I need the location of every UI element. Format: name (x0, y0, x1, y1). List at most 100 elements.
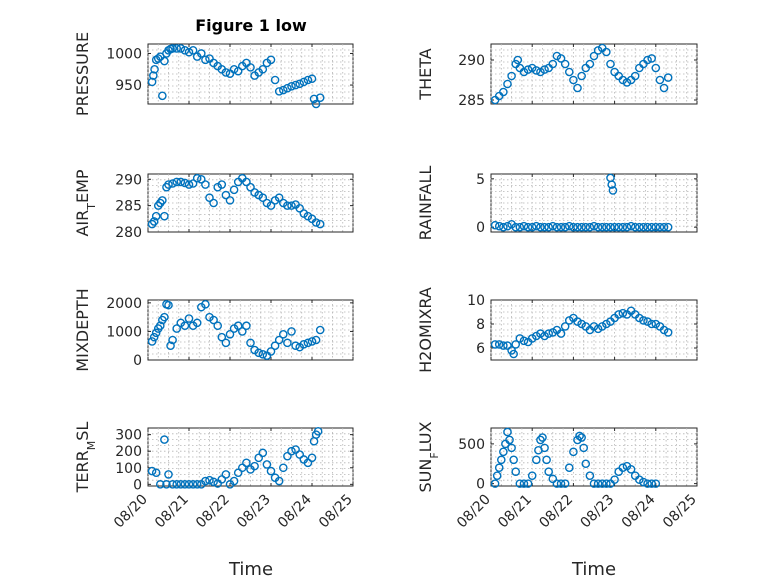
data-point (523, 65, 533, 74)
data-point (523, 222, 533, 232)
data-point (663, 328, 673, 337)
data-point (643, 222, 652, 232)
data-point (602, 479, 611, 488)
subplot-air-temp: 280 285 290 AIRTEMP (73, 169, 354, 241)
data-point (192, 173, 202, 183)
data-point (213, 321, 222, 331)
data-point (573, 222, 582, 232)
data-point (509, 349, 518, 359)
data-point (548, 221, 558, 231)
data-point (630, 222, 640, 232)
data-point (503, 221, 512, 231)
y-axis-label: PRESSURE (73, 32, 92, 116)
data-point (564, 463, 574, 473)
data-point (639, 316, 648, 325)
data-point (507, 443, 516, 453)
data-point (647, 222, 656, 232)
data-point (311, 335, 321, 345)
y-tick-label: 500 (458, 437, 485, 453)
data-point (233, 66, 243, 76)
y-tick-label: 1000 (106, 324, 142, 340)
data-point (655, 75, 665, 85)
data-point (258, 349, 268, 359)
data-point (287, 82, 296, 91)
data-point (151, 211, 161, 221)
data-point (494, 463, 504, 473)
data-point (643, 55, 652, 65)
data-point (577, 222, 586, 232)
data-point (158, 196, 167, 205)
data-point (303, 338, 313, 348)
data-point (307, 74, 317, 84)
data-point (172, 480, 181, 489)
data-point (569, 222, 578, 232)
data-point (188, 46, 198, 55)
data-point (149, 332, 159, 342)
data-point (581, 222, 591, 232)
data-point (618, 308, 628, 318)
data-point (659, 83, 669, 93)
data-point (168, 335, 177, 345)
data-point (597, 479, 607, 488)
data-point (618, 463, 628, 473)
data-point (499, 341, 508, 350)
data-point (607, 180, 617, 189)
data-point (270, 75, 280, 85)
data-point (542, 455, 551, 465)
data-point (162, 480, 171, 489)
data-point (266, 55, 276, 65)
data-point (511, 340, 521, 349)
data-point (295, 79, 305, 89)
data-point (274, 193, 284, 203)
data-point (647, 479, 656, 488)
data-point (246, 63, 255, 72)
x-tick-label: 08/22 (536, 492, 576, 532)
data-point (287, 446, 296, 456)
data-point (573, 83, 582, 93)
data-point (490, 479, 500, 488)
x-tick-label: 08/22 (193, 492, 233, 532)
data-point (519, 336, 529, 346)
data-point (606, 222, 615, 232)
data-point (246, 338, 255, 348)
data-point (188, 179, 198, 188)
data-point (593, 222, 603, 232)
data-point (569, 447, 578, 457)
data-point (274, 87, 284, 96)
data-point (315, 325, 325, 335)
data-point (221, 470, 231, 479)
data-point (201, 299, 210, 309)
data-point (655, 222, 665, 232)
data-point (180, 46, 190, 55)
data-point (519, 221, 529, 231)
data-point (303, 458, 313, 468)
data-point (184, 180, 194, 189)
data-point (229, 64, 239, 74)
data-point (560, 479, 570, 488)
data-point (602, 222, 611, 232)
data-point (499, 222, 508, 232)
data-point (315, 93, 325, 102)
data-point (532, 221, 541, 231)
data-point (643, 479, 652, 488)
data-point (569, 75, 578, 85)
data-point (278, 85, 288, 95)
data-point (168, 480, 177, 489)
data-point (626, 221, 636, 231)
data-point (196, 174, 206, 184)
data-point (176, 44, 186, 53)
data-point (147, 77, 157, 87)
data-point (237, 327, 247, 336)
data-point (589, 221, 599, 231)
data-point (266, 466, 276, 476)
data-point (527, 471, 537, 480)
data-point (311, 218, 321, 227)
x-tick-label: 08/20 (111, 492, 151, 532)
data-point (151, 468, 161, 478)
data-point (556, 479, 566, 488)
data-point (149, 217, 159, 226)
data-point (258, 193, 268, 203)
data-point (309, 94, 319, 104)
data-point (544, 467, 553, 476)
data-point (575, 431, 584, 441)
